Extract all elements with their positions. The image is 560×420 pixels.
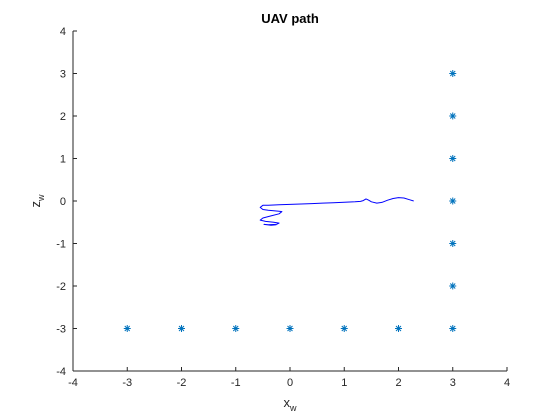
x-tick-label: 1 xyxy=(341,377,347,389)
y-tick-label: 3 xyxy=(60,69,66,81)
asterisk-stroke xyxy=(449,240,456,247)
waypoint-marker xyxy=(340,325,348,332)
waypoint-marker xyxy=(449,197,457,205)
asterisk-stroke xyxy=(395,325,402,332)
waypoint-marker xyxy=(449,325,457,332)
uav-path-line xyxy=(259,197,414,226)
waypoint-marker xyxy=(395,325,402,332)
x-tick-label: 3 xyxy=(450,377,456,389)
y-tick-label: -2 xyxy=(56,281,66,293)
chart-title: UAV path xyxy=(261,11,319,26)
waypoint-marker xyxy=(449,240,457,247)
waypoint-marker xyxy=(449,70,457,77)
waypoint-marker xyxy=(449,282,457,290)
x-tick-label: 0 xyxy=(287,377,293,389)
x-tick-label: -4 xyxy=(68,377,78,389)
waypoint-marker xyxy=(449,112,457,120)
asterisk-stroke xyxy=(449,113,456,119)
y-axis-label: zw xyxy=(28,194,46,208)
asterisk-stroke xyxy=(449,155,456,162)
y-tick-label: 1 xyxy=(60,154,66,166)
x-tick-label: -3 xyxy=(122,377,132,389)
y-axis-ticks: -4 -3 -2 -1 0 1 2 3 4 xyxy=(56,26,77,378)
asterisk-stroke xyxy=(232,325,239,332)
asterisk-stroke xyxy=(287,325,293,332)
y-tick-label: -1 xyxy=(56,239,66,251)
x-axis-ticks: -4 -3 -2 -1 0 1 2 3 4 xyxy=(68,367,510,389)
asterisk-stroke xyxy=(449,70,456,77)
waypoint-marker xyxy=(449,155,457,162)
x-tick-label: 4 xyxy=(504,377,510,389)
y-tick-label: 2 xyxy=(60,111,66,123)
series-layer xyxy=(123,70,457,332)
asterisk-stroke xyxy=(124,325,131,332)
y-tick-label: -4 xyxy=(56,366,66,378)
plot-area xyxy=(73,31,507,371)
x-tick-label: -1 xyxy=(231,377,241,389)
waypoint-marker xyxy=(232,325,240,332)
x-tick-label: -2 xyxy=(177,377,187,389)
x-axis-label-subscript: w xyxy=(289,403,297,413)
x-axis-label-main: x xyxy=(284,395,291,410)
waypoint-marker xyxy=(178,325,185,332)
asterisk-stroke xyxy=(178,325,185,332)
y-axis-label-subscript: w xyxy=(36,194,46,202)
x-axis-label: xw xyxy=(284,395,298,413)
x-tick-label: 2 xyxy=(395,377,401,389)
waypoint-marker xyxy=(123,325,131,332)
y-axis-label-main: z xyxy=(28,201,43,208)
asterisk-stroke xyxy=(449,325,456,332)
y-tick-label: -3 xyxy=(56,324,66,336)
waypoint-marker xyxy=(286,325,294,332)
y-tick-label: 4 xyxy=(60,26,66,38)
asterisk-stroke xyxy=(449,198,456,204)
asterisk-stroke xyxy=(341,325,348,332)
y-tick-label: 0 xyxy=(60,196,66,208)
asterisk-stroke xyxy=(449,283,456,289)
